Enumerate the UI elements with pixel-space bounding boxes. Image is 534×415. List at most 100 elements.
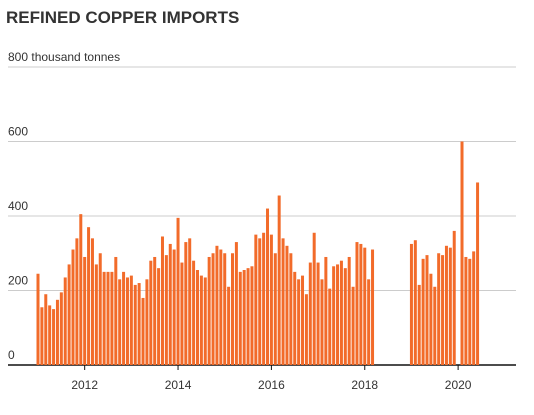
- bar: [153, 256, 157, 365]
- bar: [409, 243, 413, 365]
- bar: [227, 286, 231, 365]
- bar: [223, 253, 227, 365]
- x-tick-label: 2020: [445, 378, 472, 392]
- bar: [355, 242, 359, 365]
- bar: [137, 283, 141, 365]
- bar: [98, 253, 102, 365]
- bar: [277, 195, 281, 365]
- bar: [472, 251, 476, 365]
- bar: [304, 294, 308, 365]
- bar: [425, 255, 429, 365]
- bar: [316, 262, 320, 365]
- x-tick-label: 2016: [258, 378, 285, 392]
- bar: [145, 279, 149, 365]
- bar: [176, 217, 180, 365]
- bar: [102, 271, 106, 365]
- bar: [192, 260, 196, 365]
- y-tick-label: 0: [8, 348, 15, 362]
- bar: [339, 260, 343, 365]
- bar: [246, 268, 250, 365]
- bar: [320, 279, 324, 365]
- y-tick-label: 600: [8, 125, 28, 139]
- y-tick-label: 800 thousand tonnes: [8, 50, 120, 64]
- bar: [83, 256, 87, 365]
- bar: [476, 182, 480, 365]
- bar: [63, 277, 67, 365]
- bar: [110, 271, 114, 365]
- bar: [254, 234, 258, 365]
- bar: [441, 255, 445, 365]
- bar: [75, 238, 79, 365]
- bar: [452, 230, 456, 365]
- bar: [312, 232, 316, 365]
- bar: [188, 238, 192, 365]
- bar: [118, 279, 122, 365]
- bar: [266, 208, 270, 365]
- bar: [301, 275, 305, 365]
- bar: [367, 279, 371, 365]
- bar: [250, 266, 254, 365]
- bar: [71, 249, 75, 365]
- bar: [125, 277, 129, 365]
- bar: [289, 253, 293, 365]
- bar: [448, 247, 452, 365]
- bar: [231, 253, 234, 365]
- bar: [90, 238, 94, 365]
- bar: [297, 279, 301, 365]
- bar: [207, 256, 211, 365]
- bar: [336, 264, 340, 365]
- x-tick-label: 2018: [351, 378, 378, 392]
- bar: [141, 297, 145, 365]
- bar: [48, 305, 52, 365]
- bar: [211, 253, 215, 365]
- bar: [168, 243, 172, 365]
- bar: [122, 271, 126, 365]
- bar: [444, 245, 448, 365]
- bar: [59, 292, 63, 365]
- y-tick-label: 400: [8, 199, 28, 213]
- bar: [87, 227, 91, 365]
- bar: [351, 286, 355, 365]
- bar: [328, 288, 332, 365]
- bar: [460, 141, 464, 365]
- bar: [160, 236, 164, 365]
- bar: [199, 275, 203, 365]
- bar: [234, 242, 238, 365]
- bar: [468, 258, 472, 365]
- bar: [421, 258, 425, 365]
- bar: [262, 232, 266, 365]
- x-tick-label: 2012: [71, 378, 98, 392]
- bar: [94, 264, 98, 365]
- bar: [359, 243, 363, 365]
- bar: [417, 284, 421, 365]
- y-tick-label: 200: [8, 274, 28, 288]
- bar: [238, 271, 242, 365]
- bar: [67, 264, 71, 365]
- bar: [106, 271, 110, 365]
- bar: [52, 309, 56, 365]
- bar: [44, 294, 48, 365]
- bar: [371, 249, 375, 365]
- bar: [36, 273, 40, 365]
- chart-title: REFINED COPPER IMPORTS: [6, 8, 239, 27]
- bar: [203, 277, 207, 365]
- bar: [347, 256, 351, 365]
- bar: [281, 238, 285, 365]
- bar: [40, 307, 44, 365]
- bar: [433, 286, 437, 365]
- bar: [180, 262, 184, 365]
- bar: [129, 275, 133, 365]
- bar: [437, 253, 441, 365]
- bar: [363, 247, 367, 365]
- bar: [242, 270, 246, 365]
- bar: [308, 262, 312, 365]
- bar: [133, 284, 137, 365]
- bar: [464, 256, 468, 365]
- bar: [215, 245, 219, 365]
- bar: [219, 249, 223, 365]
- bar: [114, 256, 118, 365]
- bar: [149, 260, 153, 365]
- bar: [332, 266, 336, 365]
- bar: [157, 268, 161, 365]
